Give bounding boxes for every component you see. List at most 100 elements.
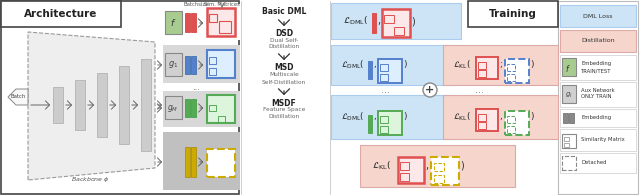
Text: MSDF: MSDF <box>271 98 296 107</box>
Text: $f$: $f$ <box>170 18 176 28</box>
Text: TRAIN/TEST: TRAIN/TEST <box>581 68 611 74</box>
Bar <box>382 9 410 37</box>
Bar <box>560 129 636 151</box>
Text: MSD: MSD <box>275 64 294 73</box>
Text: $\mathcal{L}_\mathrm{KL}($: $\mathcal{L}_\mathrm{KL}($ <box>372 160 391 172</box>
Bar <box>380 116 388 123</box>
Bar <box>505 59 529 83</box>
Bar <box>209 57 216 64</box>
Text: Architecture: Architecture <box>24 9 98 19</box>
Text: ,: , <box>378 16 381 26</box>
Bar <box>185 147 190 177</box>
Bar <box>75 80 85 130</box>
Text: ...: ... <box>476 85 484 95</box>
Text: $\mathcal{L}_\mathrm{KL}($: $\mathcal{L}_\mathrm{KL}($ <box>453 59 471 71</box>
Bar <box>191 13 196 32</box>
Text: $\mathcal{L}_\mathrm{KL}($: $\mathcal{L}_\mathrm{KL}($ <box>453 111 471 123</box>
Polygon shape <box>28 32 155 180</box>
Text: ;: ; <box>500 60 502 69</box>
Text: Distillation: Distillation <box>581 38 615 43</box>
Bar <box>476 109 498 131</box>
Text: Training: Training <box>489 9 537 19</box>
Bar <box>165 11 182 34</box>
Bar <box>562 85 576 103</box>
Bar <box>400 162 409 170</box>
Bar <box>558 1 638 194</box>
Bar <box>564 143 569 147</box>
Text: ...: ... <box>192 83 200 92</box>
Text: ,: , <box>374 60 376 69</box>
Text: Multiscale: Multiscale <box>269 73 299 77</box>
Bar <box>384 15 394 23</box>
Text: ): ) <box>460 161 464 171</box>
Bar <box>394 27 404 35</box>
Bar <box>331 45 456 85</box>
Text: $\mathcal{L}_\mathrm{DML}($: $\mathcal{L}_\mathrm{DML}($ <box>343 15 368 27</box>
Text: DSD: DSD <box>275 29 293 38</box>
Text: ,: , <box>500 113 502 121</box>
Bar <box>209 14 217 22</box>
Bar <box>560 30 636 52</box>
Text: Similarity Matrix: Similarity Matrix <box>581 137 625 143</box>
Text: Aux Network: Aux Network <box>581 88 615 92</box>
Bar <box>564 137 569 141</box>
Bar <box>478 70 486 77</box>
Bar <box>53 87 63 123</box>
Bar <box>163 45 240 83</box>
Bar <box>368 115 372 133</box>
Bar <box>185 56 190 74</box>
Text: ...: ... <box>381 85 390 95</box>
Polygon shape <box>8 89 28 105</box>
Bar <box>378 59 402 83</box>
Text: DML Loss: DML Loss <box>583 13 612 19</box>
Text: Embedding: Embedding <box>581 115 611 121</box>
Bar <box>560 5 636 27</box>
Bar <box>478 62 486 69</box>
Bar <box>505 111 529 135</box>
Bar <box>331 95 456 139</box>
Bar <box>209 105 216 111</box>
Bar <box>560 82 636 107</box>
Bar <box>434 163 444 171</box>
Bar <box>507 126 515 133</box>
Text: $\mathcal{L}_\mathrm{DML}($: $\mathcal{L}_\mathrm{DML}($ <box>341 111 365 123</box>
Bar <box>380 64 388 71</box>
Text: Detached: Detached <box>581 160 607 166</box>
Text: ): ) <box>531 60 534 69</box>
Text: Self-Distillation: Self-Distillation <box>262 80 306 84</box>
Bar <box>560 109 636 127</box>
Bar <box>360 145 515 187</box>
Bar <box>185 13 190 32</box>
Bar <box>468 1 558 27</box>
Bar <box>431 157 459 185</box>
Bar <box>163 132 240 190</box>
Bar <box>562 134 576 148</box>
Bar <box>398 157 424 183</box>
Bar <box>507 116 515 123</box>
Text: Backbone $\phi$: Backbone $\phi$ <box>70 175 109 183</box>
Bar <box>207 8 235 36</box>
Text: Distillation: Distillation <box>268 114 300 120</box>
Bar <box>443 45 558 85</box>
Bar <box>380 74 388 81</box>
Text: ): ) <box>411 16 415 26</box>
Bar <box>207 95 235 123</box>
Text: ,: , <box>426 161 429 171</box>
Bar <box>1 1 121 27</box>
Bar <box>165 96 182 119</box>
Bar <box>1 1 239 194</box>
Text: $g_1$: $g_1$ <box>168 59 178 71</box>
Text: ): ) <box>403 60 407 69</box>
Circle shape <box>423 83 437 97</box>
Bar <box>209 68 216 75</box>
Bar <box>219 21 231 33</box>
Bar <box>368 61 372 79</box>
Bar <box>191 99 196 117</box>
Text: Batchsize: Batchsize <box>183 2 209 6</box>
Bar <box>191 56 196 74</box>
Bar <box>185 99 190 117</box>
Bar <box>378 111 402 135</box>
Bar <box>560 55 636 80</box>
Text: Basic DML: Basic DML <box>262 7 306 17</box>
Text: $g_M$: $g_M$ <box>167 103 179 113</box>
